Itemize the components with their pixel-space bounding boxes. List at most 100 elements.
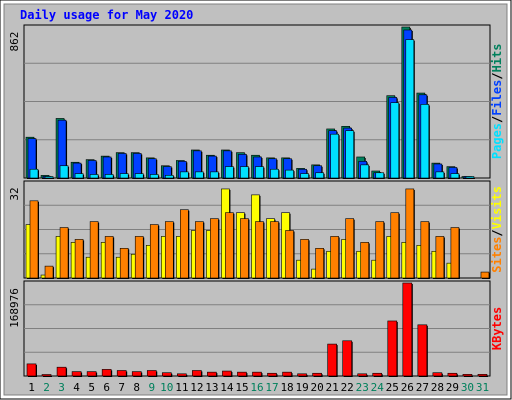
bar-kbytes-day-31 [477,374,488,377]
bar-pages-day-21 [330,133,340,179]
bar-kbytes-day-8-face [131,371,142,377]
bar-sites-day-9 [149,224,160,279]
day-label-16: 16 [250,381,263,394]
day-label-8: 8 [133,381,140,394]
bar-pages-day-11-face [180,171,189,179]
day-label-6: 6 [103,381,110,394]
bar-kbytes-day-26-face [402,282,413,377]
bar-kbytes-day-27-face [417,324,428,377]
bar-pages-day-13-face [210,171,219,179]
bar-sites-day-18-face [285,230,294,279]
bar-kbytes-day-16-face [252,371,262,377]
bar-kbytes-day-31-face [477,374,488,377]
day-label-13: 13 [205,381,218,394]
bar-pages-day-28-face [435,171,445,179]
bar-sites-day-9-face [149,224,159,279]
bar-pages-day-27 [420,104,430,179]
bar-pages-day-30 [465,176,475,179]
bar-sites-day-27 [420,221,430,279]
bar-kbytes-day-23-face [357,373,368,377]
bar-sites-day-7-face [119,248,129,279]
bar-pages-day-11 [180,171,190,179]
bar-sites-day-16-face [255,221,264,279]
bar-sites-day-28-face [435,236,445,279]
bar-sites-day-19 [300,239,310,279]
bar-sites-day-6-face [104,236,114,279]
bar-kbytes-day-16 [252,371,263,377]
bar-pages-day-22-face [345,130,354,179]
day-label-4: 4 [73,381,80,394]
bar-sites-day-21-face [330,236,339,279]
bar-pages-day-20-face [315,172,324,179]
bar-pages-day-22 [345,130,355,179]
bar-kbytes-day-7-face [116,370,127,377]
day-label-15: 15 [235,381,248,394]
day-label-27: 27 [416,381,429,394]
bar-sites-day-15-face [240,218,249,279]
bar-pages-day-18 [285,169,295,179]
bar-pages-day-15 [240,166,250,179]
panel-visits-sites-max-label: 32 [8,187,21,200]
bar-kbytes-day-1-face [26,363,37,377]
bar-kbytes-day-6 [101,369,113,377]
bar-kbytes-day-5 [86,371,98,377]
bar-pages-day-19-face [300,173,309,179]
bar-kbytes-day-25 [387,320,398,377]
bar-pages-day-16 [255,166,265,179]
bar-kbytes-day-29-face [447,372,458,377]
bar-pages-day-5-face [89,174,99,179]
bar-sites-day-11 [180,209,190,279]
bar-pages-day-4 [74,173,85,179]
bar-sites-day-22-face [345,218,354,279]
bar-kbytes-day-19-face [297,373,307,377]
bar-pages-day-25 [390,102,400,179]
panel-kbytes-side-label: KBytes [490,307,504,350]
side-label-part: Hits [490,43,504,72]
panel-kbytes-max-label: 168976 [8,288,21,328]
bar-kbytes-day-28-face [432,372,443,377]
bar-sites-day-6 [104,236,115,279]
bar-pages-day-27-face [420,104,430,179]
bar-kbytes-day-26 [402,282,413,377]
bar-kbytes-day-10 [161,372,173,377]
bar-kbytes-day-9-face [146,370,157,377]
bar-sites-day-14-face [225,212,234,279]
panel-visits-sites: 32 Sites/Visits [8,180,504,279]
day-label-5: 5 [88,381,95,394]
bar-pages-day-29-face [450,173,460,179]
bar-pages-day-18-face [285,169,294,179]
bar-sites-day-2 [44,265,55,279]
day-label-9: 9 [148,381,155,394]
bar-pages-day-24-face [375,172,385,179]
bar-pages-day-14 [225,166,235,179]
bar-kbytes-day-17 [267,372,278,377]
bar-sites-day-31 [480,271,490,279]
day-label-14: 14 [220,381,234,394]
bar-kbytes-day-11-face [177,373,187,377]
bar-sites-day-20-face [315,248,324,279]
bar-pages-day-10 [164,175,175,179]
bar-kbytes-day-10-face [161,372,172,377]
bar-sites-day-14 [225,212,235,279]
bar-kbytes-day-12 [192,370,203,377]
day-label-17: 17 [265,381,278,394]
bar-pages-day-26-face [405,39,415,179]
bar-pages-day-6 [104,174,115,179]
side-label-part: / [490,229,504,236]
bar-pages-day-7 [119,173,130,179]
bar-sites-day-26-face [405,188,415,279]
bar-pages-day-20 [315,172,325,179]
bar-pages-day-15-face [240,166,249,179]
bar-sites-day-1 [29,200,39,279]
bar-kbytes-day-21-face [327,343,337,377]
bar-sites-day-2-face [44,265,54,279]
panel-hits-files-pages-max-label: 862 [8,32,21,52]
bar-kbytes-day-18-face [282,371,292,377]
bar-kbytes-day-19 [297,373,308,377]
bar-sites-day-10-face [164,221,174,279]
side-label-part: Files [490,80,504,116]
panel-visits-sites-side-label: Sites/Visits [490,186,504,273]
side-label-part: Sites [490,237,504,273]
